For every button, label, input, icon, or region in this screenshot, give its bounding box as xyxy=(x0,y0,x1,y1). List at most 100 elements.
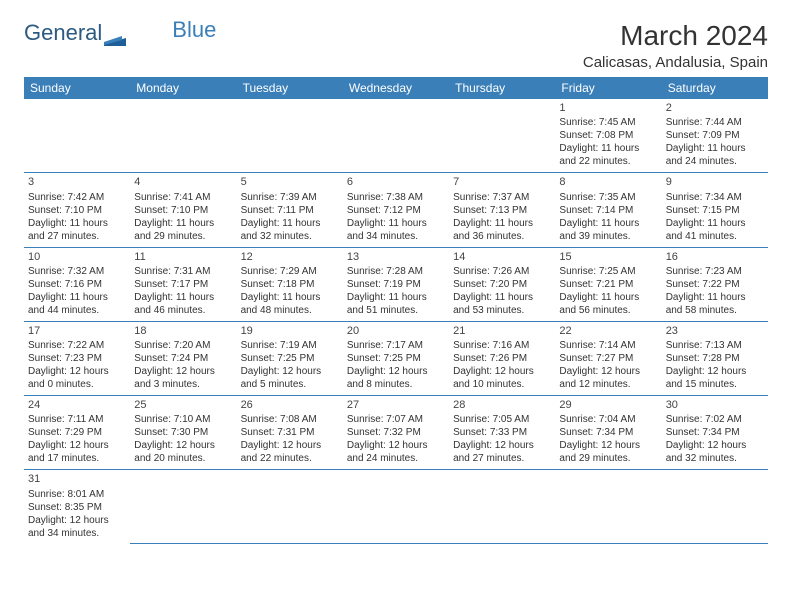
title-block: March 2024 Calicasas, Andalusia, Spain xyxy=(583,20,768,71)
calendar-day-cell: 6Sunrise: 7:38 AMSunset: 7:12 PMDaylight… xyxy=(343,173,449,247)
day-info-line: Sunset: 7:15 PM xyxy=(666,204,764,217)
logo: General Blue xyxy=(24,20,216,46)
day-info-line: Daylight: 11 hours xyxy=(134,291,232,304)
day-info-line: Sunrise: 7:32 AM xyxy=(28,265,126,278)
day-info-line: and 53 minutes. xyxy=(453,304,551,317)
day-number: 1 xyxy=(559,101,657,115)
calendar-day-cell: 20Sunrise: 7:17 AMSunset: 7:25 PMDayligh… xyxy=(343,321,449,395)
day-info-line: Sunset: 7:24 PM xyxy=(134,352,232,365)
day-number: 26 xyxy=(241,398,339,412)
calendar-day-cell: 9Sunrise: 7:34 AMSunset: 7:15 PMDaylight… xyxy=(662,173,768,247)
day-number: 29 xyxy=(559,398,657,412)
day-number: 10 xyxy=(28,250,126,264)
day-info-line: and 32 minutes. xyxy=(241,230,339,243)
day-number: 28 xyxy=(453,398,551,412)
day-number: 6 xyxy=(347,175,445,189)
day-info-line: Sunset: 7:28 PM xyxy=(666,352,764,365)
calendar-day-cell: 28Sunrise: 7:05 AMSunset: 7:33 PMDayligh… xyxy=(449,396,555,470)
day-info-line: Sunrise: 7:13 AM xyxy=(666,339,764,352)
day-info-line: Sunset: 7:17 PM xyxy=(134,278,232,291)
day-info-line: Daylight: 12 hours xyxy=(28,439,126,452)
day-info-line: Sunset: 7:13 PM xyxy=(453,204,551,217)
calendar-day-cell: 18Sunrise: 7:20 AMSunset: 7:24 PMDayligh… xyxy=(130,321,236,395)
calendar-empty-cell xyxy=(24,99,130,173)
day-info-line: Sunset: 7:11 PM xyxy=(241,204,339,217)
day-info-line: and 8 minutes. xyxy=(347,378,445,391)
day-info-line: and 34 minutes. xyxy=(28,527,126,540)
day-info-line: and 17 minutes. xyxy=(28,452,126,465)
day-info-line: Daylight: 11 hours xyxy=(347,291,445,304)
day-info-line: Daylight: 12 hours xyxy=(134,365,232,378)
day-info-line: Sunset: 7:25 PM xyxy=(347,352,445,365)
calendar-day-cell: 10Sunrise: 7:32 AMSunset: 7:16 PMDayligh… xyxy=(24,247,130,321)
day-info-line: Sunset: 7:09 PM xyxy=(666,129,764,142)
day-info-line: Sunrise: 7:23 AM xyxy=(666,265,764,278)
calendar-empty-cell xyxy=(130,99,236,173)
day-info-line: Sunrise: 7:29 AM xyxy=(241,265,339,278)
day-info-line: Sunset: 7:10 PM xyxy=(28,204,126,217)
day-info-line: Daylight: 11 hours xyxy=(28,291,126,304)
day-info-line: Sunrise: 7:07 AM xyxy=(347,413,445,426)
day-number: 8 xyxy=(559,175,657,189)
day-info-line: Sunrise: 7:37 AM xyxy=(453,191,551,204)
day-number: 2 xyxy=(666,101,764,115)
month-title: March 2024 xyxy=(583,20,768,52)
calendar-week-row: 1Sunrise: 7:45 AMSunset: 7:08 PMDaylight… xyxy=(24,99,768,173)
day-info-line: Sunset: 7:20 PM xyxy=(453,278,551,291)
day-info-line: and 36 minutes. xyxy=(453,230,551,243)
day-info-line: Daylight: 11 hours xyxy=(28,217,126,230)
calendar-day-cell: 17Sunrise: 7:22 AMSunset: 7:23 PMDayligh… xyxy=(24,321,130,395)
calendar-day-cell: 31Sunrise: 8:01 AMSunset: 8:35 PMDayligh… xyxy=(24,470,130,544)
day-number: 3 xyxy=(28,175,126,189)
day-info-line: Sunrise: 7:45 AM xyxy=(559,116,657,129)
day-info-line: Sunrise: 7:42 AM xyxy=(28,191,126,204)
day-info-line: Sunrise: 7:11 AM xyxy=(28,413,126,426)
day-info-line: and 34 minutes. xyxy=(347,230,445,243)
day-info-line: and 41 minutes. xyxy=(666,230,764,243)
day-info-line: and 3 minutes. xyxy=(134,378,232,391)
day-number: 20 xyxy=(347,324,445,338)
day-number: 7 xyxy=(453,175,551,189)
day-info-line: and 5 minutes. xyxy=(241,378,339,391)
day-info-line: and 56 minutes. xyxy=(559,304,657,317)
day-info-line: Sunset: 7:08 PM xyxy=(559,129,657,142)
day-number: 30 xyxy=(666,398,764,412)
day-info-line: and 22 minutes. xyxy=(241,452,339,465)
day-info-line: Sunrise: 7:04 AM xyxy=(559,413,657,426)
calendar-week-row: 17Sunrise: 7:22 AMSunset: 7:23 PMDayligh… xyxy=(24,321,768,395)
day-info-line: Sunset: 7:23 PM xyxy=(28,352,126,365)
day-number: 4 xyxy=(134,175,232,189)
location-text: Calicasas, Andalusia, Spain xyxy=(583,54,768,71)
day-info-line: Daylight: 11 hours xyxy=(666,291,764,304)
day-info-line: Daylight: 12 hours xyxy=(666,365,764,378)
calendar-empty-cell xyxy=(449,99,555,173)
weekday-header: Wednesday xyxy=(343,77,449,99)
day-info-line: Sunrise: 7:31 AM xyxy=(134,265,232,278)
day-info-line: and 24 minutes. xyxy=(347,452,445,465)
calendar-day-cell: 12Sunrise: 7:29 AMSunset: 7:18 PMDayligh… xyxy=(237,247,343,321)
calendar-empty-cell xyxy=(237,470,343,544)
day-info-line: Sunset: 7:16 PM xyxy=(28,278,126,291)
day-info-line: Daylight: 12 hours xyxy=(347,365,445,378)
weekday-header: Tuesday xyxy=(237,77,343,99)
weekday-header: Saturday xyxy=(662,77,768,99)
day-info-line: Daylight: 12 hours xyxy=(666,439,764,452)
day-info-line: Sunrise: 7:28 AM xyxy=(347,265,445,278)
day-info-line: and 15 minutes. xyxy=(666,378,764,391)
day-info-line: Sunset: 7:32 PM xyxy=(347,426,445,439)
day-number: 12 xyxy=(241,250,339,264)
calendar-week-row: 31Sunrise: 8:01 AMSunset: 8:35 PMDayligh… xyxy=(24,470,768,544)
calendar-day-cell: 14Sunrise: 7:26 AMSunset: 7:20 PMDayligh… xyxy=(449,247,555,321)
day-info-line: Daylight: 12 hours xyxy=(453,439,551,452)
day-info-line: Sunset: 7:33 PM xyxy=(453,426,551,439)
day-info-line: Daylight: 12 hours xyxy=(134,439,232,452)
day-number: 11 xyxy=(134,250,232,264)
day-info-line: and 48 minutes. xyxy=(241,304,339,317)
day-info-line: Sunrise: 7:14 AM xyxy=(559,339,657,352)
calendar-day-cell: 25Sunrise: 7:10 AMSunset: 7:30 PMDayligh… xyxy=(130,396,236,470)
day-info-line: Sunrise: 7:10 AM xyxy=(134,413,232,426)
calendar-empty-cell xyxy=(449,470,555,544)
calendar-body: 1Sunrise: 7:45 AMSunset: 7:08 PM Daylight… xyxy=(24,99,768,544)
day-number: 31 xyxy=(28,472,126,486)
day-info-line: and 27 minutes. xyxy=(453,452,551,465)
